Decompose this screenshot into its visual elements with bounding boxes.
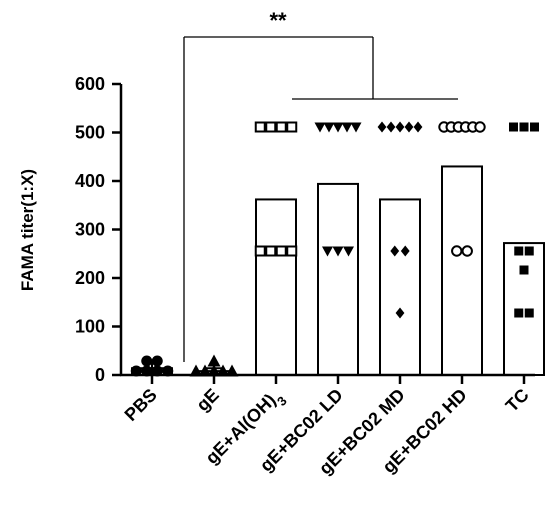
x-tick-label: PBS <box>121 385 161 425</box>
data-point <box>332 246 344 257</box>
data-point <box>275 245 287 257</box>
y-tick-label: 300 <box>75 220 105 240</box>
bar-gE+Al(OH)3 <box>255 198 297 376</box>
bar-gE+BC02 HD <box>441 165 483 376</box>
y-axis: 0 100 200 300 400 500 600 <box>75 74 123 385</box>
data-point <box>286 121 298 133</box>
data-point <box>509 122 518 132</box>
data-point <box>343 246 354 257</box>
data-point <box>400 245 410 257</box>
data-point <box>395 121 405 133</box>
y-tick-label: 100 <box>75 317 105 337</box>
data-point <box>514 308 524 318</box>
data-point <box>286 245 298 257</box>
data-point <box>404 121 414 133</box>
data-point <box>377 121 387 133</box>
data-point <box>254 121 266 133</box>
x-tick-label: TC <box>502 385 533 416</box>
significance-label: ** <box>269 8 287 33</box>
data-point <box>265 245 277 257</box>
data-point <box>451 245 463 257</box>
x-tick-label: gE <box>192 385 222 415</box>
y-axis-label: FAMA titer(1:X) <box>18 169 37 291</box>
data-point <box>341 122 353 133</box>
data-point <box>265 121 277 133</box>
data-point <box>216 364 230 377</box>
data-point <box>524 246 534 256</box>
data-point <box>474 121 486 133</box>
bars-layer <box>131 165 545 376</box>
data-point <box>254 245 266 257</box>
data-point <box>189 364 203 377</box>
data-point <box>519 265 529 275</box>
data-point <box>323 122 335 133</box>
data-point <box>514 246 524 256</box>
data-point <box>395 307 405 319</box>
significance-bracket: ** <box>183 8 458 362</box>
data-point <box>524 308 534 318</box>
data-point <box>314 122 326 133</box>
data-point <box>151 355 163 367</box>
bar-gE+BC02 MD <box>379 198 421 376</box>
y-tick-label: 400 <box>75 171 105 191</box>
points-layer <box>130 121 539 377</box>
bar-gE+BC02 LD <box>317 182 359 376</box>
data-point <box>519 122 529 132</box>
data-point <box>386 121 396 133</box>
y-tick-label: 0 <box>95 365 105 385</box>
data-point <box>207 364 221 377</box>
y-tick-label: 500 <box>75 123 105 143</box>
y-tick-label: 600 <box>75 74 105 94</box>
data-point <box>461 245 473 257</box>
data-point <box>350 122 362 133</box>
data-point <box>275 121 287 133</box>
data-point <box>413 121 423 133</box>
data-point <box>322 246 333 257</box>
data-point <box>390 245 400 257</box>
data-point <box>207 354 221 367</box>
data-point <box>332 122 344 133</box>
bar-TC <box>503 242 545 376</box>
data-point <box>530 122 539 132</box>
y-tick-label: 200 <box>75 268 105 288</box>
data-point <box>198 364 212 377</box>
data-point <box>225 364 239 377</box>
data-point <box>141 355 153 367</box>
